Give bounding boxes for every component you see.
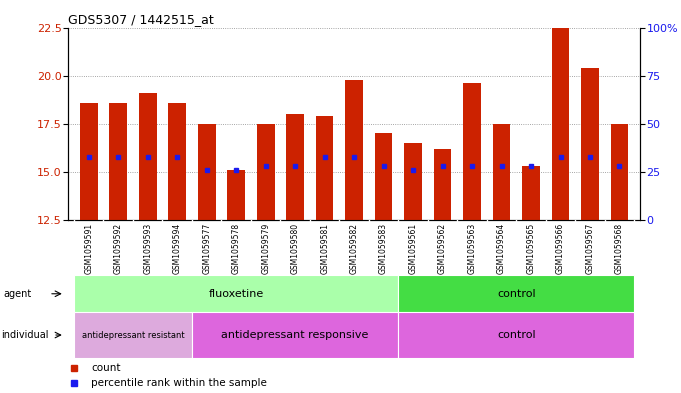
Bar [80,103,97,220]
Text: GSM1059594: GSM1059594 [173,223,182,274]
Text: GSM1059580: GSM1059580 [291,223,300,274]
Bar [74,312,192,358]
Bar [611,124,629,220]
Text: control: control [497,289,536,299]
Bar [110,103,127,220]
Bar [463,83,481,220]
Bar [227,170,245,220]
Text: GSM1059578: GSM1059578 [232,223,240,274]
Bar [139,93,157,220]
Bar [581,68,599,220]
Text: GSM1059593: GSM1059593 [143,223,153,274]
Text: antidepressant responsive: antidepressant responsive [221,330,369,340]
Bar [257,124,274,220]
Text: percentile rank within the sample: percentile rank within the sample [91,378,267,388]
Text: GSM1059562: GSM1059562 [438,223,447,274]
Text: GSM1059577: GSM1059577 [202,223,211,274]
Text: GSM1059564: GSM1059564 [497,223,506,274]
Text: GSM1059592: GSM1059592 [114,223,123,274]
Text: control: control [497,330,536,340]
Text: GSM1059583: GSM1059583 [379,223,388,274]
Text: count: count [91,362,121,373]
Text: individual: individual [1,330,49,340]
Text: GSM1059563: GSM1059563 [468,223,477,274]
Text: GSM1059581: GSM1059581 [320,223,329,274]
Text: GSM1059579: GSM1059579 [261,223,270,274]
Bar [522,166,540,220]
Bar [74,275,398,312]
Text: GSM1059561: GSM1059561 [409,223,417,274]
Bar [398,312,634,358]
Bar [192,312,398,358]
Text: agent: agent [3,289,31,299]
Text: fluoxetine: fluoxetine [208,289,264,299]
Text: GSM1059567: GSM1059567 [586,223,595,274]
Bar [493,124,510,220]
Bar [434,149,452,220]
Bar [375,133,392,220]
Bar [316,116,334,220]
Text: antidepressant resistant: antidepressant resistant [82,331,185,340]
Text: GSM1059565: GSM1059565 [526,223,535,274]
Bar [398,275,634,312]
Text: GDS5307 / 1442515_at: GDS5307 / 1442515_at [68,13,214,26]
Text: GSM1059582: GSM1059582 [349,223,359,274]
Bar [405,143,422,220]
Bar [198,124,215,220]
Text: GSM1059566: GSM1059566 [556,223,565,274]
Text: GSM1059568: GSM1059568 [615,223,624,274]
Bar [552,28,569,220]
Bar [345,79,363,220]
Bar [168,103,186,220]
Bar [286,114,304,220]
Text: GSM1059591: GSM1059591 [84,223,93,274]
